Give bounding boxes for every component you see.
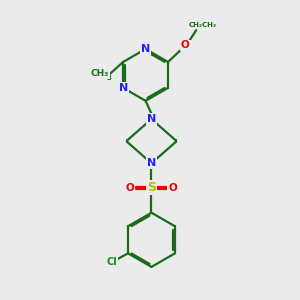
Text: S: S (147, 181, 156, 194)
Text: O: O (168, 183, 177, 193)
Text: N: N (147, 158, 156, 168)
Text: O: O (126, 183, 135, 193)
Text: 3: 3 (106, 75, 111, 81)
Text: CH₃: CH₃ (91, 69, 109, 78)
Text: O: O (181, 40, 190, 50)
Text: Cl: Cl (106, 257, 117, 267)
Text: N: N (141, 44, 150, 54)
Text: N: N (118, 83, 128, 93)
Text: N: N (147, 114, 156, 124)
Text: CH: CH (94, 70, 108, 79)
Text: CH₂CH₃: CH₂CH₃ (189, 22, 217, 28)
